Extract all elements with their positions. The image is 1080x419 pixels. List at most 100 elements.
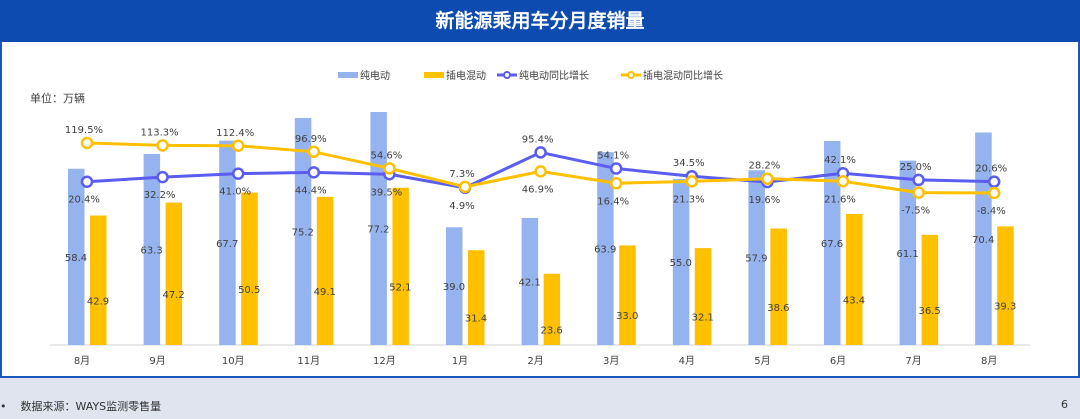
- bar-bev: [824, 140, 841, 345]
- bar-value-label: 42.9: [87, 296, 109, 307]
- bar-phev: [770, 228, 787, 345]
- bar-value-label: 63.9: [594, 245, 616, 256]
- growth-marker: [609, 177, 623, 190]
- growth-value-label: 54.6%: [371, 150, 403, 161]
- growth-marker: [609, 162, 623, 175]
- growth-value-label: 44.4%: [295, 185, 327, 196]
- data-source: 数据来源：WAYS监测零售量: [20, 400, 162, 413]
- bar-phev: [921, 234, 939, 345]
- x-tick-label: 12月: [373, 355, 396, 367]
- growth-marker: [987, 175, 1001, 188]
- growth-value-label: 32.2%: [144, 190, 176, 201]
- growth-marker: [458, 180, 472, 194]
- bar-phev: [694, 248, 712, 345]
- bar-bev: [672, 179, 690, 345]
- growth-value-label: 34.5%: [673, 158, 705, 169]
- growth-value-label: 4.9%: [449, 201, 474, 212]
- growth-marker: [685, 175, 699, 188]
- bar-value-label: 63.3: [140, 245, 162, 256]
- bar-phev: [316, 196, 334, 345]
- growth-value-label: 46.9%: [522, 184, 554, 195]
- bar-value-label: 43.4: [843, 296, 865, 307]
- growth-value-label: 21.6%: [824, 194, 856, 205]
- bar-value-label: 49.1: [314, 287, 336, 298]
- x-tick-label: 9月: [149, 355, 165, 367]
- bar-phev: [241, 192, 258, 345]
- bar-value-label: 57.9: [745, 254, 767, 265]
- growth-value-label: 95.4%: [522, 134, 554, 145]
- bar-bev: [521, 217, 539, 345]
- growth-value-label: 113.3%: [141, 127, 179, 138]
- bar-phev: [165, 202, 183, 345]
- bar-bev: [597, 152, 614, 345]
- growth-value-label: 54.1%: [597, 151, 629, 162]
- x-tick-label: 7月: [905, 355, 921, 367]
- bar-phev: [90, 215, 107, 345]
- bar-value-label: 39.3: [994, 302, 1016, 313]
- growth-marker: [912, 186, 925, 199]
- growth-value-label: 19.6%: [749, 195, 781, 206]
- x-tick-label: 8月: [981, 355, 997, 367]
- bar-phev: [543, 273, 561, 345]
- growth-value-label: 21.3%: [673, 194, 705, 205]
- x-tick-label: 2月: [527, 355, 543, 367]
- bar-phev: [468, 250, 485, 345]
- bullet: •: [0, 400, 7, 413]
- x-tick-label: 1月: [452, 355, 468, 367]
- legend-label: 插电混动: [446, 69, 486, 82]
- x-tick-label: 3月: [603, 355, 619, 367]
- bar-value-label: 61.1: [896, 249, 918, 260]
- growth-value-label: 39.5%: [371, 187, 403, 198]
- page-number: 6: [1061, 398, 1068, 411]
- growth-value-label: 112.4%: [216, 128, 254, 139]
- legend-swatch: [338, 72, 358, 78]
- bar-phev: [997, 226, 1014, 345]
- growth-value-label: 96.9%: [295, 134, 327, 145]
- x-tick-label: 10月: [222, 355, 245, 367]
- x-tick-label: 6月: [830, 355, 846, 367]
- bar-value-label: 42.1: [518, 277, 540, 288]
- bar-value-label: 75.2: [292, 228, 314, 239]
- growth-marker: [534, 146, 547, 159]
- bar-value-label: 36.5: [918, 306, 940, 317]
- bar-value-label: 33.0: [616, 311, 638, 322]
- bar-bev: [68, 168, 85, 345]
- bar-value-label: 38.6: [767, 303, 789, 314]
- legend-swatch: [424, 72, 444, 78]
- growth-marker: [307, 166, 321, 179]
- bar-value-label: 32.1: [692, 313, 714, 324]
- bar-value-label: 31.4: [465, 314, 487, 325]
- growth-marker: [80, 175, 94, 188]
- bar-value-label: 50.5: [238, 285, 260, 296]
- x-tick-label: 11月: [297, 355, 320, 367]
- bar-value-label: 23.6: [540, 325, 562, 336]
- growth-value-label: -8.4%: [977, 206, 1006, 217]
- bar-phev: [619, 245, 636, 345]
- legend-label: 纯电动同比增长: [519, 69, 589, 82]
- growth-value-label: 25.0%: [900, 162, 932, 173]
- growth-value-label: 7.3%: [449, 169, 474, 180]
- bar-bev: [446, 227, 463, 345]
- bar-value-label: 52.1: [389, 282, 411, 293]
- bar-phev: [846, 214, 863, 345]
- bar-value-label: 39.0: [443, 282, 465, 293]
- growth-marker: [912, 173, 925, 187]
- growth-marker: [534, 165, 547, 178]
- growth-marker: [836, 175, 850, 188]
- unit-label: 单位：万辆: [30, 91, 85, 105]
- bar-value-label: 77.2: [367, 225, 389, 236]
- growth-marker: [307, 145, 321, 159]
- bar-bev: [219, 140, 236, 345]
- growth-value-label: 42.1%: [824, 155, 856, 166]
- x-tick-label: 8月: [74, 355, 90, 367]
- growth-marker: [80, 136, 94, 150]
- bar-value-label: 47.2: [162, 290, 184, 301]
- growth-value-label: 16.4%: [597, 196, 629, 207]
- growth-marker: [231, 167, 245, 180]
- legend-marker: [503, 71, 511, 79]
- growth-value-label: -7.5%: [901, 206, 930, 217]
- bar-value-label: 55.0: [670, 258, 692, 269]
- bar-phev: [392, 187, 409, 345]
- footer-source: • 数据来源：WAYS监测零售量: [0, 398, 161, 414]
